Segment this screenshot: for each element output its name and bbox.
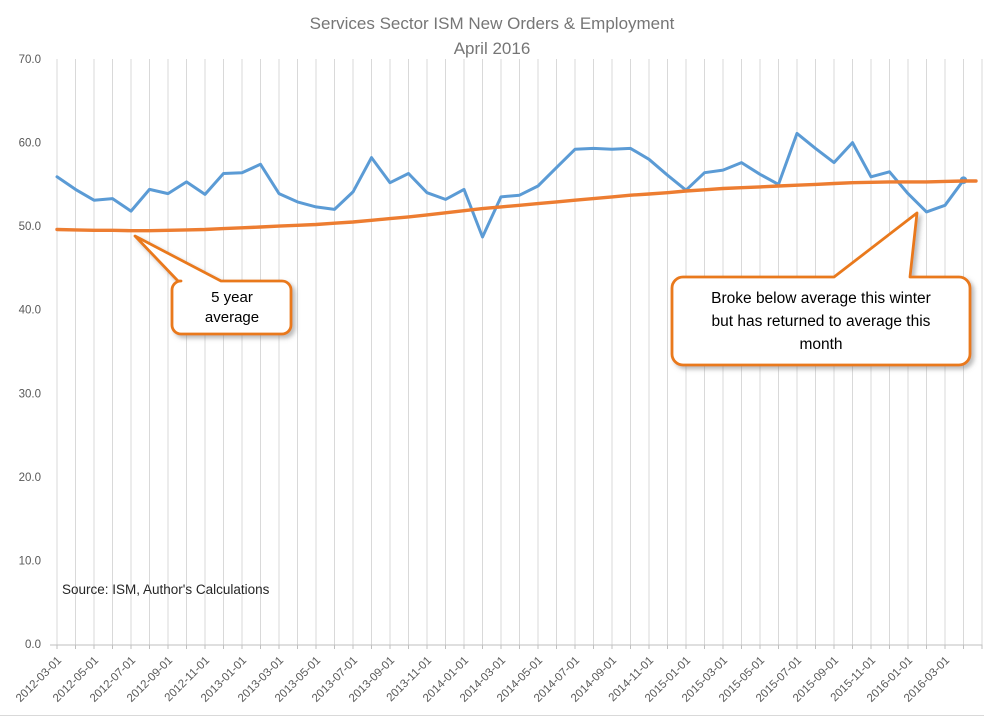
callout-winter-note-shape bbox=[670, 211, 972, 367]
y-tick-label: 10.0 bbox=[19, 555, 41, 567]
y-tick-label: 30.0 bbox=[19, 388, 41, 400]
y-tick-label: 60.0 bbox=[19, 138, 41, 150]
callout-winter-note bbox=[670, 211, 972, 367]
gridlines bbox=[56, 59, 983, 645]
series-line-monthly bbox=[55, 131, 965, 239]
callout-five-year-average-label: 5 year average bbox=[204, 288, 260, 326]
chart-title-line1: Services Sector ISM New Orders & Employm… bbox=[309, 14, 675, 33]
y-tick-label: 0.0 bbox=[25, 639, 41, 651]
chart-title-line2: April 2016 bbox=[453, 39, 531, 58]
x-axis-labels: 2012-03-012012-05-012012-07-012012-09-01… bbox=[14, 655, 952, 705]
x-axis bbox=[50, 644, 983, 649]
callout-winter-note-label: Broke below average this winter but has … bbox=[711, 289, 931, 353]
y-tick-label: 20.0 bbox=[19, 472, 41, 484]
callout-five-year-average-shape bbox=[133, 234, 293, 336]
callout-five-year-average bbox=[133, 234, 293, 336]
y-axis-labels: 0.0 10.0 20.0 30.0 40.0 50.0 60.0 70.0 bbox=[19, 54, 41, 651]
y-tick-label: 50.0 bbox=[19, 221, 41, 233]
chart-title: Services Sector ISM New Orders & Employm… bbox=[0, 11, 984, 61]
y-tick-label: 40.0 bbox=[19, 305, 41, 317]
source-note: Source: ISM, Author's Calculations bbox=[62, 582, 270, 597]
series-line-average bbox=[55, 179, 978, 233]
y-tick-label: 70.0 bbox=[19, 54, 41, 66]
